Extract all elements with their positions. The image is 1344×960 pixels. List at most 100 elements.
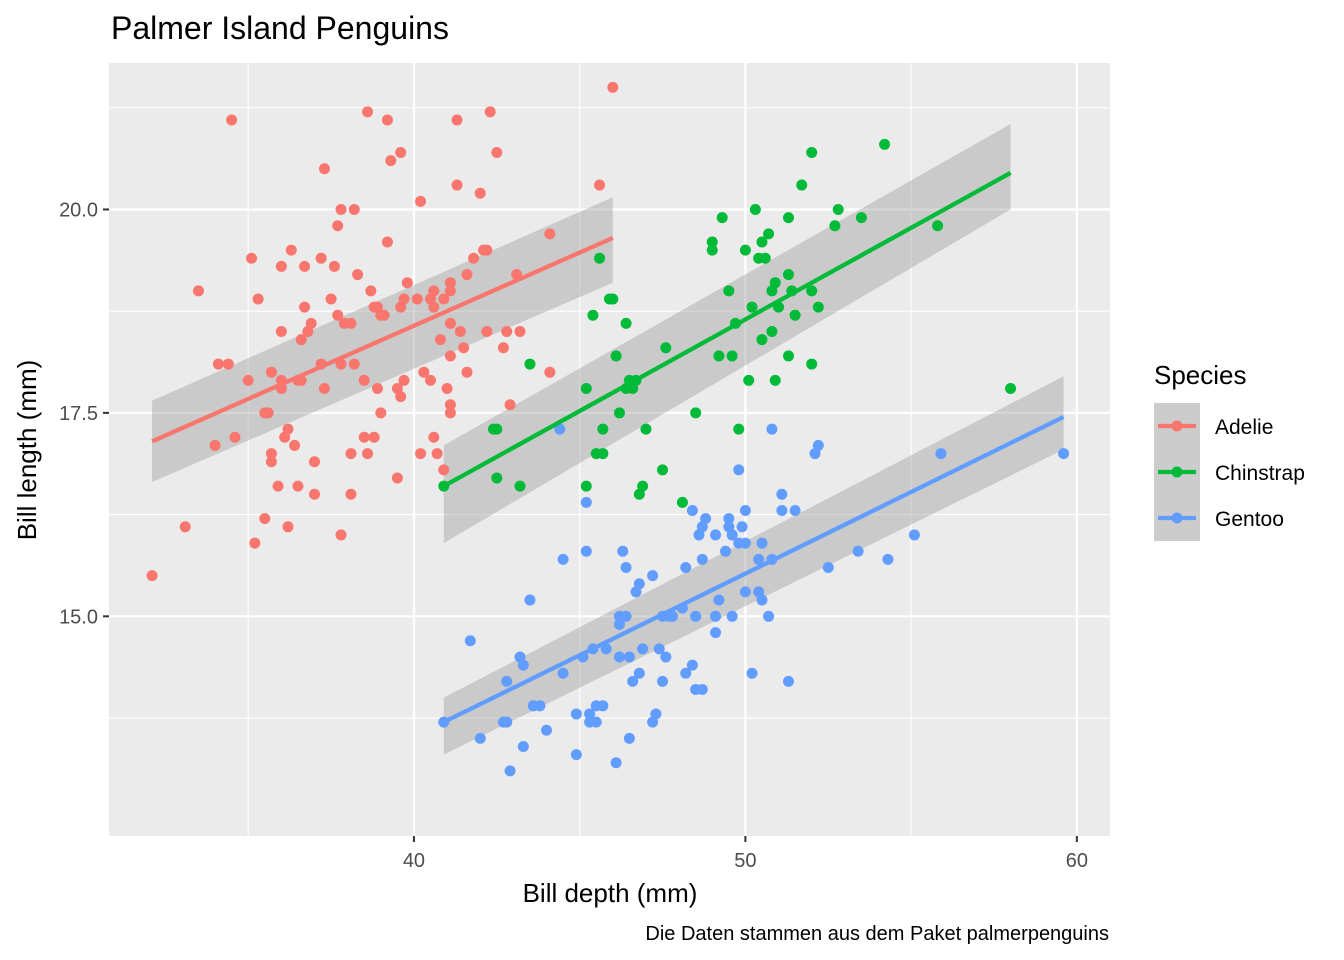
data-point-gentoo bbox=[935, 448, 947, 460]
x-axis: 40 50 60 bbox=[403, 836, 1088, 872]
data-point-chinstrap bbox=[766, 326, 778, 338]
data-point-chinstrap bbox=[756, 334, 768, 346]
data-point-chinstrap bbox=[782, 350, 794, 362]
x-axis-title: Bill depth (mm) bbox=[523, 878, 698, 908]
data-point-adelie bbox=[497, 342, 509, 354]
data-point-adelie bbox=[348, 358, 360, 370]
data-point-adelie bbox=[594, 179, 606, 191]
legend: Species Adelie Chinstrap Gentoo bbox=[1154, 360, 1305, 541]
data-point-gentoo bbox=[633, 578, 645, 590]
data-point-chinstrap bbox=[613, 407, 625, 419]
data-point-adelie bbox=[484, 106, 496, 118]
data-point-gentoo bbox=[696, 684, 708, 696]
data-point-gentoo bbox=[623, 732, 635, 744]
data-point-adelie bbox=[398, 374, 410, 386]
gridlines bbox=[109, 63, 1110, 836]
data-point-adelie bbox=[385, 155, 397, 167]
data-point-gentoo bbox=[1058, 448, 1070, 460]
trend-line-gentoo bbox=[442, 415, 1065, 725]
data-point-adelie bbox=[242, 374, 254, 386]
data-point-gentoo bbox=[782, 675, 794, 687]
data-point-gentoo bbox=[710, 529, 722, 541]
data-point-gentoo bbox=[710, 610, 722, 622]
data-point-adelie bbox=[209, 439, 221, 451]
data-point-gentoo bbox=[736, 521, 748, 533]
data-point-adelie bbox=[358, 374, 370, 386]
data-point-gentoo bbox=[882, 553, 894, 565]
data-point-adelie bbox=[275, 260, 287, 272]
data-point-chinstrap bbox=[782, 269, 794, 281]
data-point-chinstrap bbox=[782, 212, 794, 224]
data-point-adelie bbox=[444, 277, 456, 289]
data-point-adelie bbox=[378, 309, 390, 321]
x-tick-label: 50 bbox=[734, 850, 756, 872]
data-point-gentoo bbox=[474, 732, 486, 744]
data-point-adelie bbox=[222, 358, 234, 370]
y-axis: 15.0 17.5 20.0 bbox=[59, 199, 109, 628]
data-point-adelie bbox=[481, 244, 493, 256]
data-point-chinstrap bbox=[491, 423, 503, 435]
data-point-chinstrap bbox=[1005, 382, 1017, 394]
data-point-adelie bbox=[259, 513, 271, 525]
data-point-gentoo bbox=[726, 529, 738, 541]
data-point-chinstrap bbox=[726, 350, 738, 362]
data-point-gentoo bbox=[620, 610, 632, 622]
data-point-adelie bbox=[246, 252, 258, 264]
data-point-chinstrap bbox=[607, 293, 619, 305]
data-point-adelie bbox=[226, 114, 238, 126]
data-point-chinstrap bbox=[812, 301, 824, 313]
data-point-adelie bbox=[501, 326, 513, 338]
data-point-chinstrap bbox=[514, 480, 526, 492]
y-tick-label: 17.5 bbox=[59, 403, 98, 425]
data-point-gentoo bbox=[613, 618, 625, 630]
data-point-gentoo bbox=[776, 505, 788, 517]
data-point-adelie bbox=[332, 309, 344, 321]
data-point-gentoo bbox=[613, 651, 625, 663]
data-point-chinstrap bbox=[640, 423, 652, 435]
data-point-gentoo bbox=[746, 667, 758, 679]
data-point-adelie bbox=[544, 366, 556, 378]
data-point-chinstrap bbox=[763, 228, 775, 240]
data-point-gentoo bbox=[908, 529, 920, 541]
data-point-chinstrap bbox=[769, 374, 781, 386]
data-point-gentoo bbox=[657, 675, 669, 687]
data-point-adelie bbox=[451, 179, 463, 191]
data-point-adelie bbox=[607, 81, 619, 93]
data-point-gentoo bbox=[812, 439, 824, 451]
data-point-adelie bbox=[332, 220, 344, 232]
data-point-chinstrap bbox=[855, 212, 867, 224]
legend-key-point bbox=[1171, 466, 1183, 478]
data-point-adelie bbox=[504, 399, 516, 411]
data-point-gentoo bbox=[660, 651, 672, 663]
data-point-gentoo bbox=[733, 464, 745, 476]
data-point-gentoo bbox=[517, 740, 529, 752]
data-point-adelie bbox=[428, 301, 440, 313]
data-point-chinstrap bbox=[587, 309, 599, 321]
data-point-adelie bbox=[179, 521, 191, 533]
data-point-gentoo bbox=[501, 716, 513, 728]
data-point-gentoo bbox=[464, 635, 476, 647]
data-point-adelie bbox=[318, 382, 330, 394]
data-point-chinstrap bbox=[597, 423, 609, 435]
data-point-gentoo bbox=[789, 505, 801, 517]
data-point-gentoo bbox=[822, 561, 834, 573]
data-point-adelie bbox=[381, 236, 393, 248]
data-point-chinstrap bbox=[749, 203, 761, 215]
data-point-adelie bbox=[458, 342, 470, 354]
data-point-gentoo bbox=[590, 716, 602, 728]
data-point-adelie bbox=[272, 480, 284, 492]
data-point-chinstrap bbox=[806, 147, 818, 159]
data-point-gentoo bbox=[753, 553, 765, 565]
data-point-chinstrap bbox=[580, 382, 592, 394]
data-point-gentoo bbox=[713, 594, 725, 606]
data-point-gentoo bbox=[584, 708, 596, 720]
data-point-adelie bbox=[252, 293, 264, 305]
data-point-adelie bbox=[461, 366, 473, 378]
data-point-gentoo bbox=[680, 561, 692, 573]
data-point-gentoo bbox=[776, 488, 788, 500]
data-point-adelie bbox=[362, 106, 374, 118]
data-point-chinstrap bbox=[660, 342, 672, 354]
data-point-adelie bbox=[292, 480, 304, 492]
data-point-adelie bbox=[444, 317, 456, 329]
data-point-gentoo bbox=[570, 749, 582, 761]
